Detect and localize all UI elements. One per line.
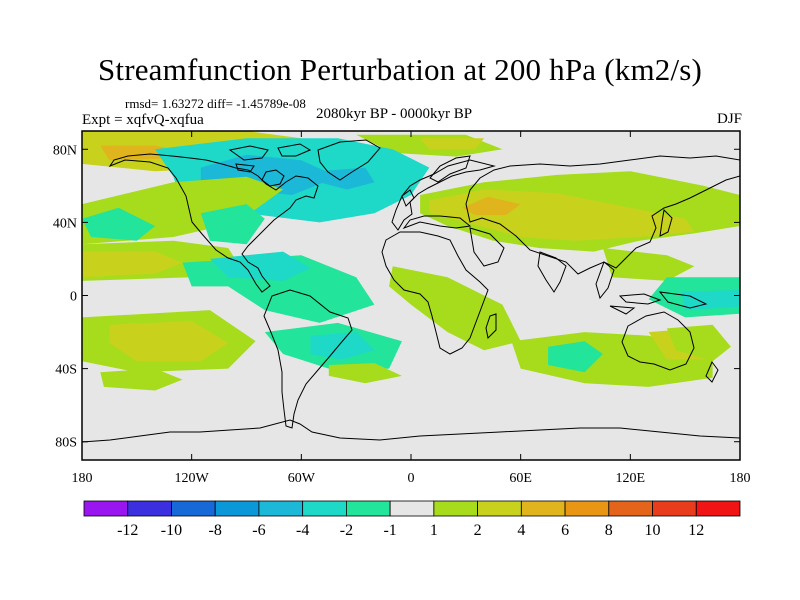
x-tick-label: 120E [616, 471, 646, 486]
coastline-north-america [108, 153, 319, 293]
contour-region [548, 341, 603, 373]
contour-region [681, 290, 740, 311]
colorbar-swatch [695, 500, 741, 517]
colorbar-swatch [345, 500, 391, 517]
contour-region [328, 363, 402, 384]
colorbar-swatch [127, 500, 172, 517]
x-tick-label: 120W [175, 471, 210, 486]
contour-region [319, 167, 375, 190]
rmsd-diff-stats: rmsd= 1.63272 diff= -1.45789e-08 [125, 96, 306, 111]
coastline-arctic-islands [228, 143, 312, 173]
colorbar-label: -1 [383, 522, 396, 539]
x-tick-label: 0 [408, 471, 415, 486]
coastline-mediterranean [402, 215, 472, 230]
colorbar-swatch [389, 500, 435, 517]
coastline-antarctica [82, 419, 740, 443]
contour-region [82, 251, 183, 278]
y-tick-label: 40S [55, 363, 77, 378]
colorbar-label: 10 [645, 522, 661, 539]
coastline-south-america [263, 289, 353, 429]
contour-region [666, 324, 731, 362]
colorbar-label: -4 [296, 522, 309, 539]
colorbar-swatch [564, 500, 610, 517]
coastline-india [537, 251, 567, 293]
colorbar-label: 12 [688, 522, 704, 539]
coastline-greenland [317, 139, 381, 181]
coastline-hudson-bay [261, 169, 285, 187]
contour-region [109, 321, 229, 362]
colorbar-label: 4 [517, 522, 525, 539]
colorbar-label: -6 [252, 522, 265, 539]
colorbar-label: -12 [117, 522, 138, 539]
colorbar-label: -2 [340, 522, 353, 539]
coastline-japan [659, 208, 673, 237]
contour-region [209, 251, 311, 281]
y-tick-label: 0 [70, 290, 77, 305]
coastline-madagascar [485, 313, 497, 340]
contour-region [602, 248, 695, 281]
experiment-label: Expt = xqfvQ-xqfua [82, 112, 204, 128]
colorbar-swatch [214, 500, 260, 517]
contour-region [100, 368, 183, 391]
colorbar-label: 1 [430, 522, 438, 539]
y-tick-label: 40N [53, 216, 77, 231]
y-tick-label: 80N [53, 143, 77, 158]
contour-region [310, 332, 375, 360]
colorbar-label: 6 [561, 522, 569, 539]
season-label: DJF [716, 111, 742, 127]
coastline-arabia [469, 227, 505, 267]
coastline-british-isles [401, 189, 415, 207]
coastline-new-zealand [705, 361, 719, 383]
coastline-australia [621, 311, 695, 371]
colorbar-swatch [83, 500, 129, 517]
x-tick-label: 180 [72, 471, 93, 486]
colorbar-swatch [258, 500, 304, 517]
colorbar-label: 8 [605, 522, 613, 539]
colorbar-swatch [171, 500, 216, 517]
contour-region [82, 207, 156, 241]
y-tick-label: 80S [55, 436, 77, 451]
colorbar-swatch [652, 500, 697, 517]
colorbar-swatch [302, 500, 347, 517]
coastline-africa [381, 231, 489, 355]
x-tick-label: 60W [288, 471, 316, 486]
colorbar-swatch [477, 500, 522, 517]
colorbar-label: -10 [161, 522, 182, 539]
contour-region [462, 196, 521, 216]
period-label: 2080kyr BP - 0000kyr BP [316, 106, 473, 122]
contour-region [389, 266, 521, 351]
x-tick-label: 180 [730, 471, 751, 486]
colorbar-label: 2 [474, 522, 482, 539]
contour-region [200, 204, 265, 245]
contour-region [420, 138, 485, 150]
coastline-asia [465, 155, 740, 275]
chart-title: Streamfunction Perturbation at 200 hPa (… [97, 52, 703, 87]
colorbar-swatch [608, 500, 653, 517]
colorbar-swatch [520, 500, 566, 517]
colorbar-label: -8 [209, 522, 222, 539]
colorbar-swatch [433, 500, 478, 517]
coastline-southeast-asia [595, 261, 708, 315]
coastline-scandinavia [429, 155, 471, 183]
x-tick-label: 60E [509, 471, 532, 486]
